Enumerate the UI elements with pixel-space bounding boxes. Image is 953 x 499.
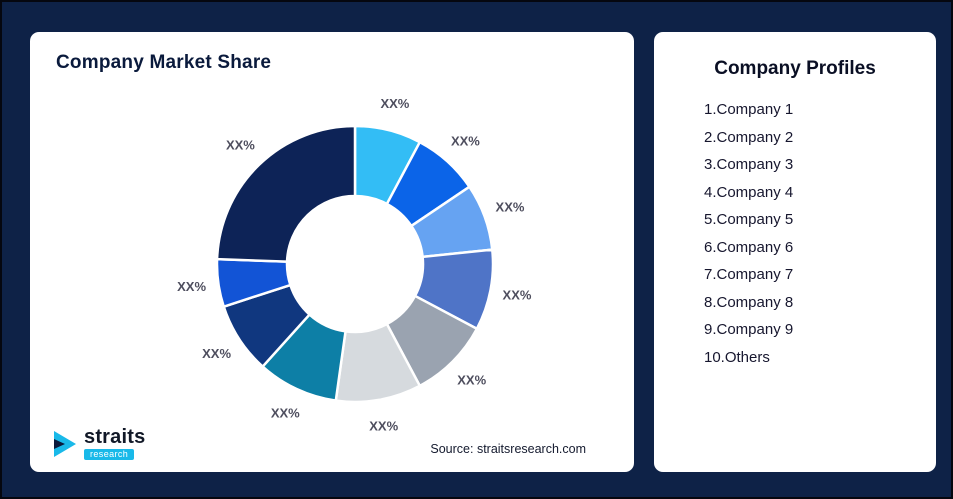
list-item: 5.Company 5 <box>704 211 794 228</box>
slice-label: XX% <box>451 133 480 148</box>
source-note: Source: straitsresearch.com <box>430 442 586 456</box>
company-profiles-card: Company Profiles 1.Company 1 2.Company 2… <box>654 32 936 472</box>
profiles-title: Company Profiles <box>714 58 876 79</box>
logo-name: straits <box>84 426 146 448</box>
list-item: 8.Company 8 <box>704 293 794 311</box>
slice-label: XX% <box>271 406 300 421</box>
list-item: 6.Company 6 <box>704 238 794 256</box>
slice-label: XX% <box>496 200 525 215</box>
donut-slice <box>215 124 357 263</box>
donut-chart: XX% XX% XX% XX% XX% XX% XX% XX% XX% XX% <box>177 96 532 434</box>
slice-label: XX% <box>177 279 206 294</box>
slice-label: XX% <box>380 96 409 111</box>
straits-logo-icon <box>54 430 76 457</box>
market-share-card: Company Market Share XX% XX% XX% XX% XX% XX% X… <box>30 32 634 472</box>
slice-label: XX% <box>503 288 532 303</box>
list-item: 10.Others <box>704 348 770 366</box>
profiles-list: 1.Company 1 2.Company 2 3.Company 3 4.Co… <box>654 96 936 371</box>
list-item: 1.Company 1 <box>704 101 794 118</box>
slice-label: XX% <box>457 373 486 388</box>
slice-label: XX% <box>226 137 255 152</box>
list-item: 2.Company 2 <box>704 128 794 146</box>
slice-label: XX% <box>369 419 398 434</box>
list-item: 7.Company 7 <box>704 266 794 283</box>
donut-chart-area: XX% XX% XX% XX% XX% XX% XX% XX% XX% XX% <box>30 74 634 436</box>
list-item: 4.Company 4 <box>704 183 794 201</box>
chart-title: Company Market Share <box>56 52 272 73</box>
list-item: 3.Company 3 <box>704 156 794 173</box>
logo-subtitle: research <box>84 449 135 460</box>
logo-text: straits research <box>84 427 145 460</box>
slice-label: XX% <box>202 346 231 361</box>
straits-research-logo: straits research <box>52 427 145 460</box>
list-item: 9.Company 9 <box>704 321 794 338</box>
